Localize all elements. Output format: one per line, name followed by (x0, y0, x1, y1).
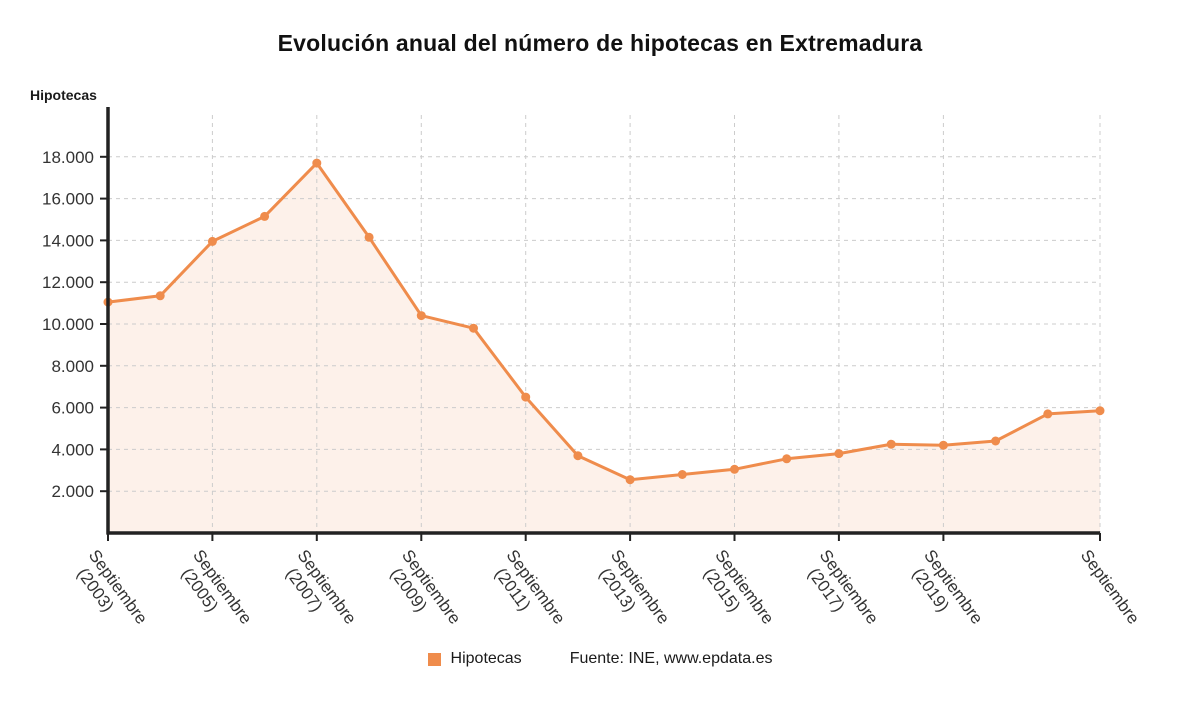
x-tick-label: Septiembre(2017) (799, 546, 882, 639)
y-tick-label: 8.000 (51, 357, 94, 376)
legend-label: Hipotecas (450, 650, 522, 667)
data-point (938, 440, 948, 450)
data-point (312, 158, 322, 168)
y-tick-label: 4.000 (51, 440, 94, 459)
x-tick-label: Septiembre(2009) (382, 546, 465, 639)
data-point (1043, 409, 1053, 419)
data-point (782, 454, 792, 464)
data-point (416, 311, 426, 321)
data-point (364, 232, 374, 242)
y-tick-label: 18.000 (42, 148, 94, 167)
mortgages-line-chart: 2.000 4.000 6.000 8.000 10.000 12.000 14.000 16… (42, 107, 1143, 639)
data-point (1095, 406, 1105, 416)
x-tick-label: Septiembre(2019) (904, 546, 987, 639)
data-point (886, 439, 896, 449)
y-tick-label: 12.000 (42, 273, 94, 292)
y-tick-label: 2.000 (51, 482, 94, 501)
data-point (469, 323, 478, 333)
area-fill (108, 163, 1100, 533)
source-text: Fuente: INE, www.epdata.es (569, 650, 773, 667)
data-point (260, 211, 270, 221)
y-tick-label: 10.000 (42, 315, 94, 334)
data-point (521, 392, 531, 402)
legend-swatch-hipotecas (427, 652, 441, 666)
x-tick-label: Septiembre(2013) (591, 546, 674, 639)
data-point (834, 449, 844, 459)
x-tick-label: Septiembre(2015) (695, 546, 778, 639)
data-point (155, 291, 165, 301)
x-tick-label: Septiembre(2011) (486, 546, 569, 639)
series-line-hipotecas (106, 161, 1102, 482)
x-tick-label: Septiembre(2005) (173, 546, 256, 639)
data-point (991, 436, 1001, 446)
page-title: Evolución anual del número de hipotecas … (277, 30, 923, 56)
data-point (625, 475, 635, 485)
x-tick-label: Septiembre (1077, 546, 1143, 628)
y-tick-label: 14.000 (42, 231, 94, 250)
data-point (677, 470, 687, 479)
x-tick-label: Septiembre(2007) (277, 546, 360, 639)
legend: Hipotecas Fuente: INE, www.epdata.es (0, 650, 1200, 668)
data-point (730, 464, 739, 474)
y-axis-title: Hipotecas (30, 87, 97, 103)
data-point (573, 451, 583, 461)
y-tick-label: 16.000 (42, 190, 94, 209)
data-point (207, 236, 217, 246)
x-tick-label: Septiembre(2003) (69, 546, 152, 639)
y-tick-label: 6.000 (51, 399, 94, 418)
